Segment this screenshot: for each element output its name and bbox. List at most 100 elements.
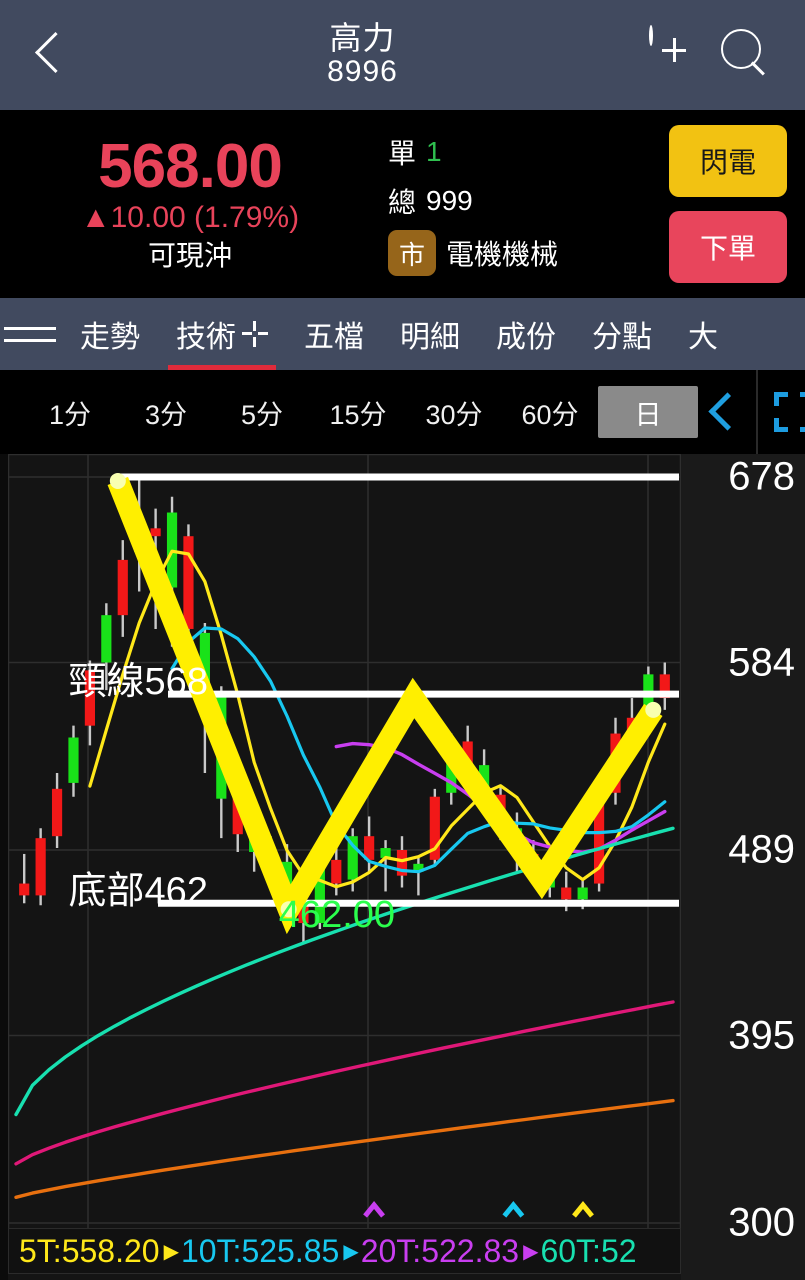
candle-body: [51, 788, 63, 837]
tab-trend[interactable]: 走勢: [62, 298, 158, 370]
quote-action-buttons: 閃電 下單: [669, 110, 787, 298]
price-axis: 678 584 489 395 300: [681, 454, 805, 1280]
price-axis-label: 489: [728, 827, 795, 872]
marker-ma20: [363, 1201, 385, 1218]
candle-body: [101, 615, 112, 663]
total-qty-label: 總: [388, 187, 417, 218]
tab-label: 分點: [592, 321, 652, 354]
order-qty-value: 1: [426, 136, 442, 167]
ma-legend-arrow: ▶: [523, 1240, 539, 1263]
place-order-button[interactable]: 下單: [669, 211, 787, 283]
candle-body: [413, 863, 424, 872]
price-axis-label: 300: [728, 1200, 795, 1245]
candle-body: [35, 838, 46, 896]
fullscreen-icon: [774, 392, 805, 432]
total-qty-value: 999: [426, 185, 473, 216]
candle-body: [462, 741, 473, 766]
candle-body: [364, 836, 375, 860]
chevron-left-icon[interactable]: [698, 385, 754, 439]
hamburger-menu-icon[interactable]: [0, 326, 62, 342]
timeframe-30min[interactable]: 30分: [406, 386, 502, 438]
timeframe-label: 日: [634, 399, 662, 430]
tab-label: 成份: [496, 321, 556, 354]
candle-body: [314, 859, 325, 924]
timeframe-label: 1分: [48, 399, 92, 430]
sector-row[interactable]: 市 電機機械: [388, 230, 670, 276]
chart-svg: 678.00 頸線568 底部462 462.00: [8, 454, 681, 1231]
tab-details[interactable]: 明細: [382, 298, 478, 370]
candle-body: [68, 737, 79, 783]
price-change: ▲10.00 (1.79%): [80, 200, 300, 234]
candle-body: [331, 859, 342, 884]
tab-label: 五檔: [304, 321, 364, 354]
price-axis-label: 395: [728, 1013, 795, 1057]
fullscreen-button[interactable]: [758, 381, 805, 443]
price-axis-label: 584: [728, 640, 795, 684]
bottom-label: 底部462: [69, 870, 208, 912]
timeframe-1min[interactable]: 1分: [22, 386, 118, 438]
total-qty-row: 總 999: [388, 181, 670, 221]
candle-body: [380, 848, 391, 858]
price-axis-label: 678: [728, 454, 795, 499]
stock-code: 8996: [327, 55, 398, 89]
quote-order-block: 單 1 總 999 市 電機機械: [380, 110, 670, 298]
order-qty-label: 單: [388, 138, 417, 169]
ma-legend-ma5: 5T:558.20: [19, 1232, 160, 1269]
main-tab-bar: 走勢 技術 五檔 明細 成份 分點 大: [0, 298, 805, 370]
marker-ma5: [572, 1201, 594, 1218]
candle-body: [577, 887, 588, 900]
search-button[interactable]: [719, 27, 775, 83]
long-ma-magenta: [14, 1000, 675, 1166]
ma-legend-arrow: ▶: [163, 1240, 179, 1263]
quote-price-block: 568.00 ▲10.00 (1.79%) 可現沖: [0, 110, 380, 298]
flash-order-button[interactable]: 閃電: [669, 125, 787, 197]
timeframe-15min[interactable]: 15分: [310, 386, 406, 438]
candle-body: [150, 528, 161, 537]
ma-legend: 5T:558.20 ▶ 10T:525.85 ▶ 20T:522.83 ▶ 60T:52: [8, 1228, 681, 1274]
trough-label: 462.00: [279, 894, 395, 936]
pattern-node: [645, 701, 662, 718]
timeframe-3min[interactable]: 3分: [118, 386, 214, 438]
timeframe-5min[interactable]: 5分: [214, 386, 310, 438]
candlestick-chart[interactable]: 678.00 頸線568 底部462 462.00: [8, 454, 681, 1280]
tab-broker-points[interactable]: 分點: [574, 298, 670, 370]
app-header: 高力 8996: [0, 0, 805, 110]
candle-body: [396, 850, 408, 876]
chart-container: 678.00 頸線568 底部462 462.00 678 584 489 395 300 5…: [0, 454, 805, 1280]
tab-label: 技術: [176, 321, 236, 354]
candle-body: [429, 796, 440, 860]
tab-technical[interactable]: 技術: [158, 298, 286, 370]
pattern-node: [280, 901, 297, 918]
day-trade-tag: 可現沖: [147, 240, 232, 272]
marker-ma10: [502, 1201, 525, 1218]
ma10-line: [170, 626, 667, 874]
divider: [756, 370, 758, 454]
tab-composition[interactable]: 成份: [478, 298, 574, 370]
candle-body: [19, 883, 30, 896]
candle-body: [199, 632, 210, 699]
tab-more[interactable]: 大: [670, 298, 736, 370]
chevron-left-icon: [35, 32, 61, 78]
market-badge: 市: [388, 230, 436, 276]
add-button[interactable]: [649, 25, 705, 83]
timeframe-bar: 1分 3分 5分 15分 30分 60分 日: [0, 370, 805, 454]
timeframe-60min[interactable]: 60分: [502, 386, 598, 438]
pattern-overlay-line: [107, 476, 663, 935]
ma-legend-ma10: 10T:525.85: [180, 1232, 340, 1269]
timeframe-label: 3分: [144, 399, 188, 430]
long-ma-orange: [14, 1098, 675, 1199]
timeframe-label: 15分: [329, 399, 387, 430]
tab-five-levels[interactable]: 五檔: [286, 298, 382, 370]
candle-body: [561, 887, 572, 900]
timeframe-label: 30分: [425, 399, 483, 430]
candle-body: [183, 536, 194, 629]
candle-body: [232, 788, 243, 835]
timeframe-daily[interactable]: 日: [598, 386, 698, 438]
peak-label: 678.00: [108, 454, 224, 462]
candle-body: [298, 903, 309, 924]
candle-body: [84, 670, 96, 726]
timeframe-label: 5分: [240, 399, 284, 430]
candle-body: [659, 674, 670, 699]
order-qty-row: 單 1: [388, 132, 670, 172]
tab-label: 走勢: [80, 321, 140, 354]
